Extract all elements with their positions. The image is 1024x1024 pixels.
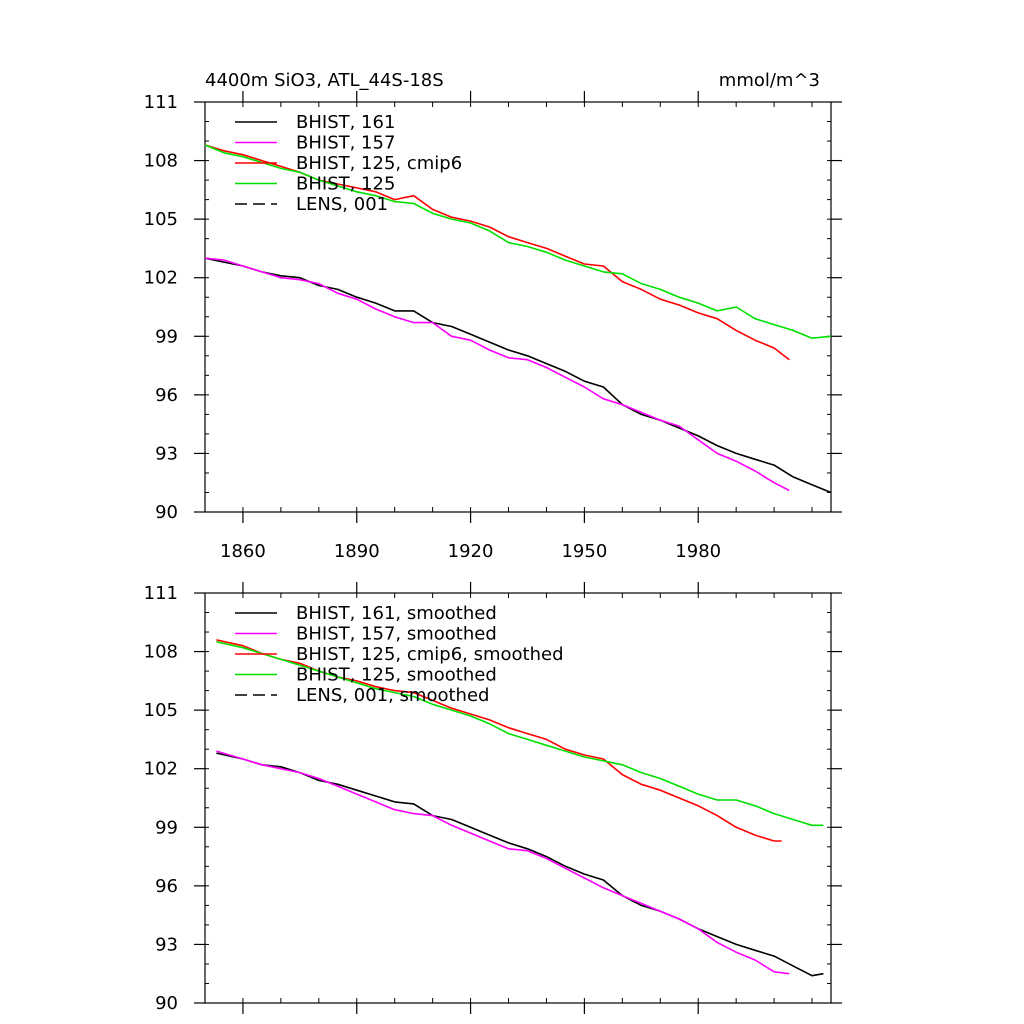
chart-panel-2: 90 93 96 99 102 105 108 111 BHIST, 161, smoothed… bbox=[144, 582, 842, 1014]
legend-label: BHIST, 157 bbox=[296, 133, 395, 154]
figure-title: 4400m SiO3, ATL_44S-18S bbox=[205, 70, 444, 91]
plot-frame bbox=[204, 592, 832, 1004]
x-tick-label: 1950 bbox=[561, 541, 607, 562]
y-tick-label: 96 bbox=[155, 385, 178, 406]
plot-frame bbox=[204, 101, 832, 513]
y-tick-label: 105 bbox=[144, 700, 178, 721]
y-tick-label: 105 bbox=[144, 209, 178, 230]
x-tick-label: 1860 bbox=[220, 541, 266, 562]
y-tick-label: 108 bbox=[144, 151, 178, 172]
series-line-4 bbox=[216, 641, 824, 827]
legend-label: BHIST, 125, cmip6, smoothed bbox=[296, 644, 564, 665]
y-tick-label: 108 bbox=[144, 642, 178, 663]
x-tick-label: 1890 bbox=[334, 541, 380, 562]
y-tick-label: 90 bbox=[155, 502, 178, 523]
series-line-4 bbox=[204, 144, 832, 340]
legend-label: LENS, 001 bbox=[296, 194, 388, 215]
y-tick-label: 93 bbox=[155, 934, 178, 955]
series-line-1 bbox=[216, 752, 824, 977]
figure-units: mmol/m^3 bbox=[719, 70, 820, 91]
y-tick-label: 93 bbox=[155, 443, 178, 464]
legend-label: BHIST, 125, cmip6 bbox=[296, 153, 462, 174]
series-line-3 bbox=[204, 144, 790, 361]
legend-label: BHIST, 161, smoothed bbox=[296, 603, 497, 624]
legend-label: BHIST, 125, smoothed bbox=[296, 665, 497, 686]
legend-label: BHIST, 157, smoothed bbox=[296, 624, 497, 645]
chart-panel-1: 1860 1890 1920 1950 1980 90 93 96 99 102 105 108 111… bbox=[144, 91, 842, 562]
legend-label: LENS, 001, smoothed bbox=[296, 685, 489, 706]
y-tick-label: 99 bbox=[155, 817, 178, 838]
x-tick-label: 1980 bbox=[675, 541, 721, 562]
panels: 1860 1890 1920 1950 1980 90 93 96 99 102 105 108 111… bbox=[144, 91, 842, 1014]
y-tick-label: 102 bbox=[144, 759, 178, 780]
y-tick-label: 111 bbox=[144, 583, 178, 604]
x-tick-label: 1920 bbox=[448, 541, 494, 562]
y-tick-label: 102 bbox=[144, 268, 178, 289]
legend-label: BHIST, 125 bbox=[296, 174, 395, 195]
series-line-2 bbox=[204, 257, 790, 492]
y-tick-label: 111 bbox=[144, 92, 178, 113]
legend-label: BHIST, 161 bbox=[296, 112, 395, 133]
y-tick-label: 96 bbox=[155, 876, 178, 897]
y-tick-label: 99 bbox=[155, 326, 178, 347]
series-line-2 bbox=[216, 750, 790, 975]
series-line-1 bbox=[204, 257, 832, 494]
y-tick-label: 90 bbox=[155, 993, 178, 1014]
